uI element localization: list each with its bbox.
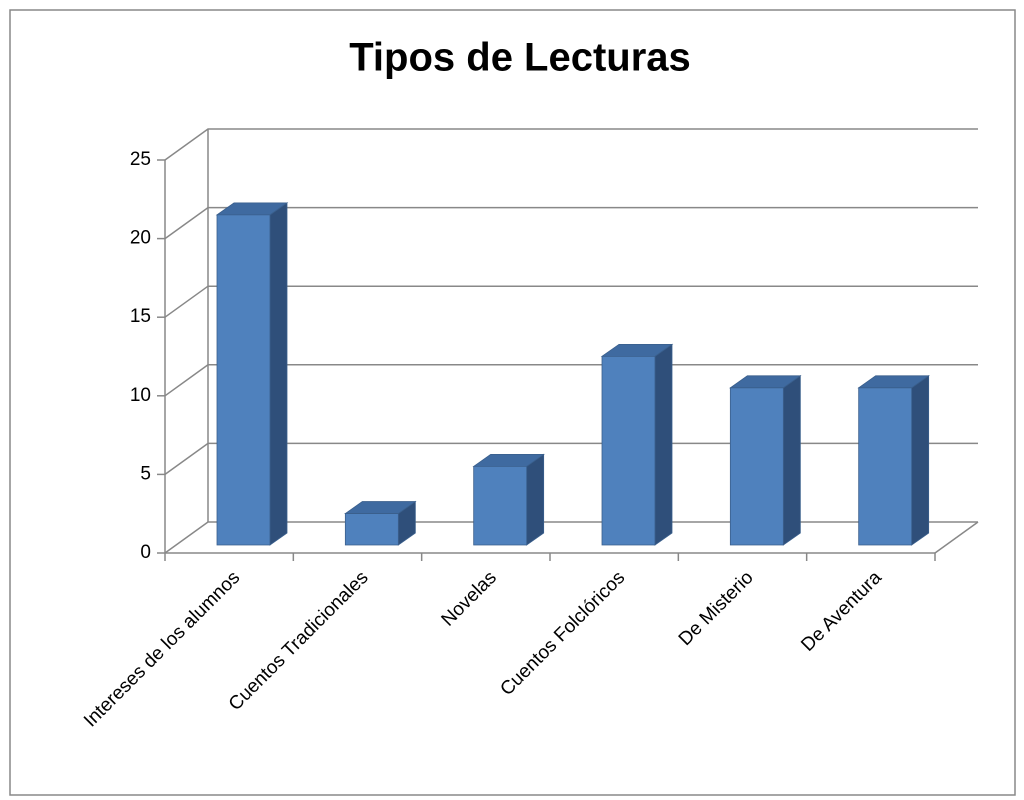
bar-front [216,214,271,546]
bar-side [782,375,801,546]
floor-edge [934,521,979,554]
y-tick-label: 5 [140,463,151,484]
bar-side [654,343,673,546]
bar-front [729,387,784,546]
bar [215,202,289,546]
bar [857,375,930,546]
bar-side [269,202,288,546]
grid-line [164,521,978,554]
bar-front [601,355,656,546]
bar-side [911,375,930,546]
y-tick-label: 10 [130,385,151,406]
bar [472,453,545,546]
y-tick-label: 20 [130,228,151,249]
grid-line [164,364,978,397]
bar-front [344,513,399,546]
bar [344,500,417,546]
grid-line [164,128,978,161]
chart-title: Tipos de Lecturas [349,36,691,80]
bar-side [526,453,545,546]
y-tick-label: 15 [130,306,151,327]
bar-front [473,466,528,546]
y-tick-label: 25 [130,149,151,170]
y-tick-label: 0 [140,542,151,563]
bar [729,375,802,546]
bar [600,343,674,546]
grid-line [164,285,978,318]
grid-line [164,206,978,240]
chart-border [9,9,1016,796]
bar-front [858,387,913,546]
grid-line [164,442,978,476]
